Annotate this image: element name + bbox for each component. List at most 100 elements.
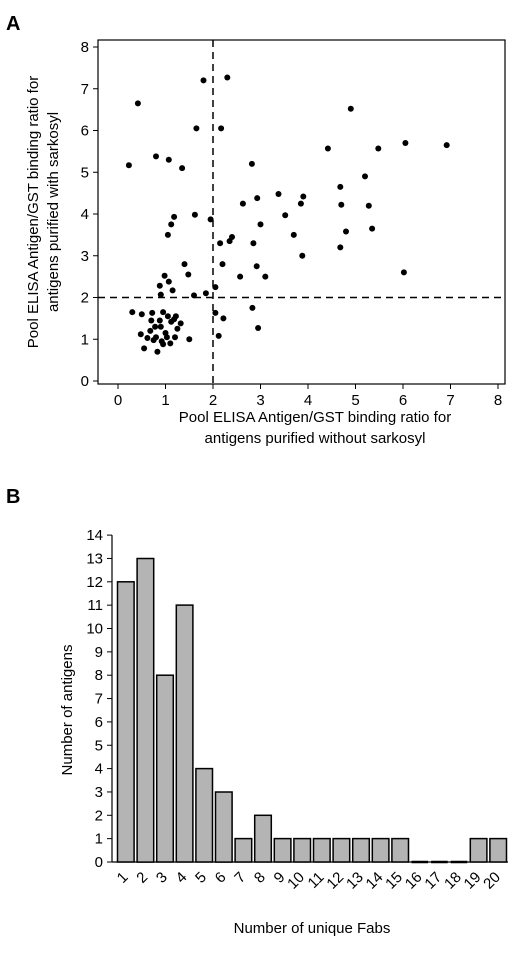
scatter-point <box>156 282 163 289</box>
y-axis-title-line: antigens purified with sarkosyl <box>45 112 62 312</box>
scatter-point <box>156 317 163 324</box>
scatter-point <box>250 240 257 247</box>
scatter-point <box>134 100 141 107</box>
y-tick-label: 2 <box>95 807 103 824</box>
scatter-point <box>215 332 222 339</box>
scatter-point <box>275 191 282 197</box>
scatter-point <box>224 74 231 81</box>
scatter-point <box>220 315 227 322</box>
scatter-point <box>167 340 174 347</box>
bar <box>136 557 155 863</box>
x-axis-title-text: Number of unique Fabs <box>234 920 391 937</box>
bars <box>116 557 508 864</box>
panel-letter-a: A <box>6 13 20 35</box>
scatter-point <box>165 278 172 285</box>
scatter-point <box>362 173 368 180</box>
scatter-point <box>219 261 226 268</box>
x-tick-label: 6 <box>212 869 230 887</box>
bar <box>489 837 508 863</box>
scatter-point <box>297 200 304 207</box>
x-axis-ticks: 0 1 2 3 4 5 6 7 8 <box>114 384 502 409</box>
y-axis-ticks: 0 1 2 3 4 5 6 7 8 <box>81 39 98 390</box>
scatter-point <box>185 271 192 278</box>
scatter-point <box>160 309 167 316</box>
scatter-point <box>337 183 344 190</box>
scatter-point <box>141 345 148 352</box>
scatter-point <box>154 348 161 355</box>
bar <box>293 837 312 863</box>
y-tick-label: 7 <box>95 691 103 708</box>
reference-lines <box>98 40 505 384</box>
x-tick-label: 5 <box>192 869 210 887</box>
bar <box>371 837 390 863</box>
x-tick-label: 2 <box>209 392 217 409</box>
scatter-point <box>138 311 145 318</box>
scatter-point <box>218 125 225 132</box>
y-tick-label: 0 <box>95 854 103 871</box>
scatter-point <box>150 337 157 344</box>
scatter-point <box>153 153 159 160</box>
scatter-point <box>169 287 176 294</box>
y-tick-label: 13 <box>86 550 103 567</box>
y-tick-label: 5 <box>95 737 103 754</box>
y-tick-label: 1 <box>95 831 103 848</box>
scatter-point <box>217 240 224 247</box>
scatter-point <box>179 165 186 172</box>
y-tick-label: 2 <box>81 290 89 307</box>
scatter-point <box>186 336 193 343</box>
scatter-point <box>229 234 235 240</box>
scatter-point <box>193 125 200 132</box>
x-axis-title: Pool ELISA Antigen/GST binding ratio for… <box>179 409 451 447</box>
scatter-point <box>125 162 132 169</box>
scatter-point <box>365 202 372 209</box>
scatter-point <box>202 290 209 297</box>
scatter-point <box>174 325 181 332</box>
scatter-point <box>254 195 261 202</box>
scatter-point <box>129 309 136 316</box>
x-tick-label: 0 <box>114 392 122 409</box>
bar-panel: B Number of antigens 0123456789101112131… <box>6 486 508 937</box>
scatter-point <box>160 341 167 348</box>
scatter-point <box>164 231 171 238</box>
y-tick-label: 1 <box>81 331 89 348</box>
scatter-point <box>375 145 382 152</box>
y-tick-label: 6 <box>81 123 89 140</box>
x-axis-title: Number of unique Fabs <box>234 920 391 937</box>
y-tick-label: 7 <box>81 81 89 98</box>
x-tick-label: 8 <box>251 869 269 887</box>
scatter-point <box>290 231 297 238</box>
scatter-points <box>125 74 450 355</box>
y-tick-label: 3 <box>81 248 89 265</box>
scatter-point <box>200 77 207 84</box>
x-tick-label: 3 <box>153 869 171 887</box>
x-tick-label: 7 <box>231 869 249 887</box>
scatter-point <box>299 252 306 259</box>
scatter-point <box>239 200 246 207</box>
bar <box>332 837 351 863</box>
scatter-point <box>168 318 175 325</box>
x-tick-label: 6 <box>399 392 407 409</box>
bar <box>155 674 175 863</box>
y-axis-title-line: Pool ELISA Antigen/GST binding ratio for <box>25 76 42 348</box>
y-tick-label: 6 <box>95 714 103 731</box>
scatter-point <box>402 140 409 146</box>
y-axis-title: Pool ELISA Antigen/GST binding ratio for… <box>25 76 62 348</box>
y-axis-title-text: Number of antigens <box>59 645 76 776</box>
y-tick-label: 14 <box>86 527 103 544</box>
y-tick-label: 4 <box>95 761 103 778</box>
bar <box>253 814 273 863</box>
scatter-point <box>157 323 164 330</box>
bar <box>214 791 233 863</box>
scatter-point <box>172 334 178 341</box>
bar <box>195 767 214 863</box>
scatter-point <box>248 160 255 167</box>
scatter-point <box>137 331 144 338</box>
y-tick-label: 8 <box>95 667 103 684</box>
scatter-point <box>168 221 175 228</box>
scatter-point <box>262 273 269 280</box>
y-tick-label: 8 <box>81 39 89 56</box>
y-tick-label: 0 <box>81 373 89 390</box>
scatter-point <box>212 309 219 316</box>
y-tick-label: 9 <box>95 644 103 661</box>
